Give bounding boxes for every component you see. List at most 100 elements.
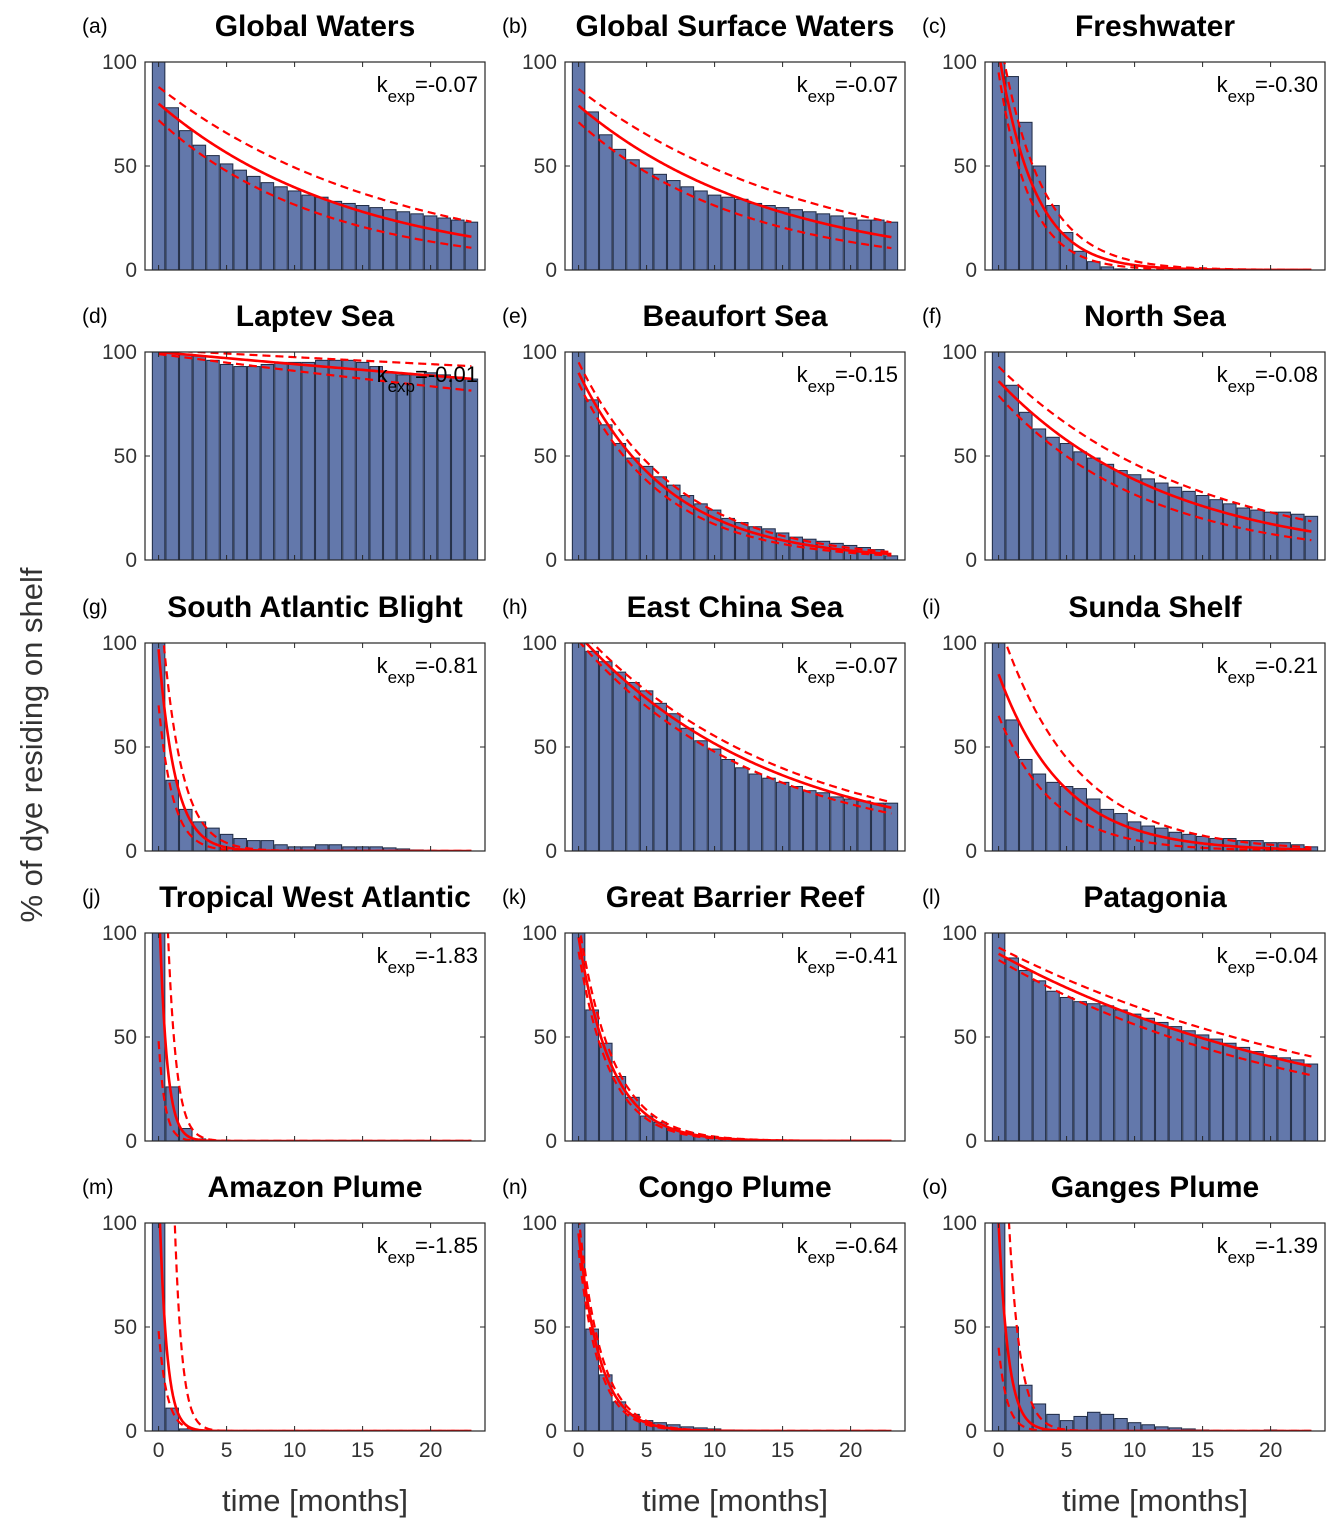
bar (1127, 1013, 1142, 1142)
bar (1087, 1411, 1101, 1432)
bar (789, 786, 803, 852)
fit-curve (584, 643, 892, 810)
bar (735, 767, 749, 852)
bar (410, 374, 424, 561)
fit-curve (577, 372, 892, 556)
bar (355, 361, 370, 561)
bar (247, 366, 261, 561)
y-tick-label: 100 (522, 51, 557, 74)
bar (301, 361, 315, 561)
fit-curve (577, 1233, 892, 1431)
k-exp-annotation: kexp=-1.85 (377, 1233, 478, 1267)
bar (599, 424, 613, 561)
y-axis-label: % of dye residing on shelf (14, 567, 49, 922)
y-tick-label: 50 (534, 445, 557, 468)
ci-upper-curve (1003, 62, 1312, 270)
bar (626, 457, 640, 561)
x-tick-label: 15 (771, 1439, 794, 1462)
bar (775, 207, 790, 271)
ci-lower-curve (997, 394, 1312, 542)
panel-title: Amazon Plume (207, 1171, 422, 1204)
ci-upper-curve (1004, 643, 1312, 849)
y-tick-label: 100 (102, 341, 137, 364)
y-tick-label: 50 (954, 155, 977, 178)
bar (626, 682, 640, 852)
y-tick-label: 100 (522, 632, 557, 655)
fit-curve (158, 933, 472, 1141)
ci-lower-curve (997, 715, 1312, 851)
bar (1141, 478, 1155, 561)
bar (233, 366, 247, 561)
y-tick-label: 100 (102, 632, 137, 655)
panel-letter: (a) (82, 15, 108, 38)
ci-upper-curve (577, 88, 892, 224)
bar (1073, 1001, 1087, 1142)
y-tick-label: 0 (545, 1130, 557, 1153)
k-exp-annotation: kexp=-0.01 (377, 362, 478, 396)
panel-letter: (e) (502, 305, 528, 328)
bar (260, 363, 275, 561)
ci-lower-curve (997, 72, 1312, 270)
bar (1073, 250, 1087, 271)
panel-title: Freshwater (1075, 10, 1235, 43)
y-tick-label: 0 (125, 259, 137, 282)
bar (328, 200, 343, 271)
k-exp-annotation: kexp=-0.07 (797, 72, 898, 106)
k-exp-annotation: kexp=-0.81 (377, 653, 478, 687)
k-exp-annotation: kexp=-0.08 (1217, 362, 1318, 396)
bar (1127, 474, 1142, 561)
bar (1100, 1413, 1115, 1432)
bar (830, 796, 844, 852)
y-tick-label: 100 (522, 341, 557, 364)
panel-letter: (f) (922, 305, 942, 328)
bar (451, 376, 465, 561)
bar (328, 359, 343, 561)
panel-title: Laptev Sea (236, 300, 395, 333)
x-tick-label: 10 (283, 1439, 306, 1462)
bar (585, 650, 599, 852)
ci-lower-curve (157, 705, 472, 851)
bar (612, 148, 627, 271)
bar (991, 351, 1006, 561)
ci-upper-curve (173, 1223, 472, 1431)
panel-title: Congo Plume (638, 1171, 831, 1204)
bar (151, 1222, 166, 1432)
y-tick-label: 0 (545, 840, 557, 863)
fit-curve (997, 380, 1312, 533)
y-tick-label: 100 (942, 341, 977, 364)
bar (342, 202, 356, 271)
bar (639, 167, 654, 271)
x-axis-label: time [months] (642, 1483, 828, 1518)
y-tick-label: 100 (942, 632, 977, 655)
x-tick-label: 20 (839, 1439, 862, 1462)
bar (1005, 957, 1019, 1142)
bar (612, 1076, 627, 1142)
bar (762, 205, 776, 271)
fit-curve (997, 1223, 1312, 1431)
bar (871, 802, 885, 852)
bar (1032, 980, 1047, 1142)
ci-upper-curve (176, 352, 472, 368)
x-tick-label: 10 (1123, 1439, 1146, 1462)
bar (585, 111, 599, 271)
panel-title: Global Waters (215, 10, 416, 43)
bar (626, 1096, 640, 1142)
fit-curve (577, 104, 892, 239)
bar (274, 361, 288, 561)
bar (1059, 443, 1074, 561)
panel-letter: (c) (922, 15, 947, 38)
panel-e: 0 50 100 Beaufort Sea (e) kexp=-0.15 (502, 300, 906, 572)
panel-k: 0 50 100 Great Barrier Reef (k) kexp=-0.41 (502, 881, 906, 1153)
panel-b: 0 50 100 Global Surface Waters (b) kexp=-0.07 (502, 10, 906, 282)
y-tick-label: 0 (545, 1420, 557, 1443)
panel-title: Sunda Shelf (1068, 591, 1242, 624)
y-tick-label: 0 (545, 549, 557, 572)
y-tick-label: 100 (942, 1212, 977, 1235)
panel-m: 0 50 100 0 5 10 15 20 Amazon Plume (m) kexp=-1.85 t… (82, 1171, 486, 1518)
fit-curve (158, 352, 472, 381)
x-tick-label: 0 (573, 1439, 585, 1462)
bar (315, 359, 329, 561)
x-tick-label: 15 (351, 1439, 374, 1462)
bar (748, 202, 763, 271)
